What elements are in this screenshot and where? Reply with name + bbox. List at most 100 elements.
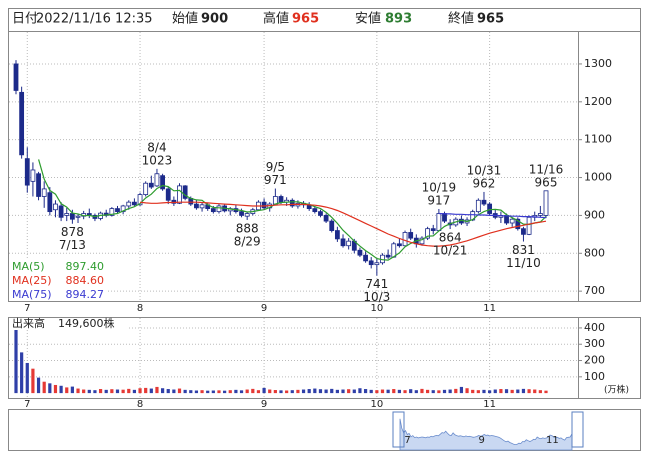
candle-body: [318, 211, 323, 216]
candle-body: [143, 182, 149, 195]
close-value: 965: [477, 12, 504, 27]
candle-body: [216, 205, 222, 213]
volume-bar: [87, 389, 91, 394]
legend-value: 897.40: [66, 260, 105, 273]
candle-body: [543, 190, 549, 216]
annotation-date: 10/19: [422, 180, 457, 194]
volume-bar: [504, 389, 509, 394]
annotation-date: 10/31: [467, 163, 502, 177]
candle-body: [75, 215, 81, 218]
y-tick-label: 100: [584, 370, 605, 383]
volume-bar: [516, 389, 520, 394]
candle-body: [53, 203, 58, 211]
volume-bar: [392, 389, 396, 394]
x-tick-label: 9: [261, 399, 267, 410]
y-tick-label: 1000: [584, 171, 612, 184]
navigator-label: 11: [546, 435, 559, 446]
volume-bar: [20, 352, 24, 394]
volume-bar: [228, 390, 232, 394]
volume-bar: [14, 328, 18, 394]
low-value: 893: [385, 12, 412, 27]
y-tick-label: 700: [584, 284, 605, 297]
candle-body: [30, 169, 36, 182]
volume-bar: [189, 390, 193, 394]
annotation-value: 917: [427, 193, 450, 207]
volume-bar: [76, 388, 80, 394]
ma-line: [38, 159, 547, 261]
candle-body: [334, 230, 340, 240]
volume-bar: [211, 390, 215, 394]
candle-body: [115, 208, 120, 213]
volume-bar: [414, 390, 418, 394]
volume-bar: [166, 389, 170, 394]
volume-bar: [488, 390, 492, 394]
volume-bar: [194, 390, 199, 394]
candle-body: [126, 201, 132, 207]
navigator-frame: [8, 409, 641, 451]
annotation-value: 965: [535, 175, 558, 189]
volume-bar: [409, 389, 413, 394]
volume-bar: [110, 389, 114, 394]
legend-name: MA(5): [12, 260, 45, 273]
volume-bar: [285, 390, 289, 394]
volume-bar: [318, 389, 323, 394]
candle-body: [19, 91, 25, 156]
candle-body: [289, 199, 295, 207]
legend-box: [9, 259, 107, 301]
legend-name: MA(25): [12, 274, 52, 287]
volume-bar: [25, 362, 29, 394]
candle-body: [340, 238, 346, 247]
volume-bar: [70, 386, 74, 394]
volume-bar: [341, 389, 345, 394]
candle-body: [504, 215, 509, 224]
candle-body: [239, 211, 244, 216]
annotation-value: 1023: [142, 153, 173, 167]
datetime: 2022/11/16 12:35: [36, 12, 153, 27]
x-tick-label: 10: [370, 399, 383, 410]
volume-unit: (万株): [604, 384, 629, 396]
volume-bar: [223, 390, 227, 394]
volume-bar: [358, 388, 362, 394]
navigator-handle[interactable]: [571, 411, 584, 448]
open-label: 始値: [172, 11, 198, 27]
volume-bar: [533, 389, 537, 394]
navigator-label: 9: [479, 435, 485, 446]
volume-bar: [352, 389, 356, 394]
volume-bar: [493, 389, 497, 394]
volume-bar: [324, 389, 328, 394]
y-tick-label: 200: [584, 354, 605, 367]
annotation-value: 878: [61, 225, 84, 239]
volume-bar: [420, 388, 424, 394]
volume-bar: [59, 385, 63, 394]
x-tick-label: 7: [24, 303, 30, 314]
date-label: 日付: [12, 12, 38, 27]
navigator-handle[interactable]: [392, 411, 405, 448]
candle-body: [154, 173, 160, 187]
candle-body: [244, 213, 250, 217]
x-tick-label: 9: [261, 303, 267, 314]
volume-bar: [454, 388, 458, 394]
annotation-date: 8/4: [147, 140, 166, 154]
candle-body: [329, 220, 335, 231]
volume-bar: [132, 389, 137, 394]
volume-bar: [330, 388, 334, 394]
candle-body: [430, 228, 436, 231]
volume-bar: [425, 389, 430, 394]
volume-bar: [183, 389, 187, 394]
volume-bar: [301, 389, 306, 394]
candle-body: [312, 208, 318, 213]
annotation-value: 962: [473, 176, 496, 190]
volume-bar: [138, 388, 142, 394]
annotation-date: 9/5: [266, 160, 285, 174]
volume-bar: [65, 387, 69, 394]
candle-body: [132, 201, 137, 206]
candle-body: [69, 213, 75, 220]
volume-bar: [93, 390, 97, 394]
candle-body: [397, 243, 402, 247]
volume-bar: [279, 390, 283, 394]
annotation-date: 10/21: [433, 244, 468, 258]
annotation-date: 10/3: [363, 290, 390, 304]
candle-body: [509, 218, 515, 224]
candle-body: [515, 218, 521, 230]
candle-body: [408, 232, 414, 239]
